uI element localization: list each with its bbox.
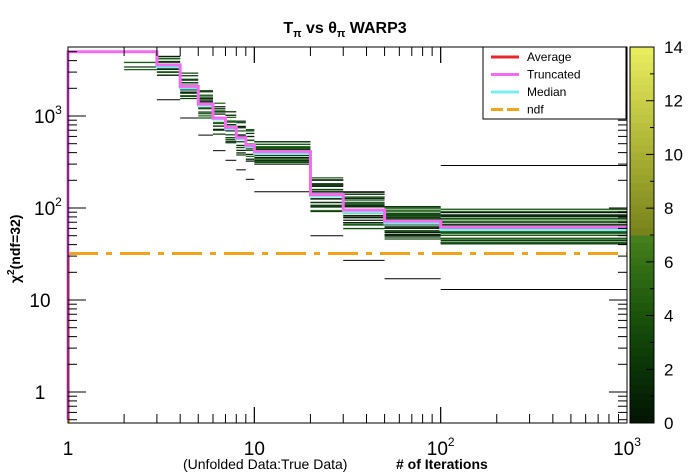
colorbar-cell — [630, 355, 654, 364]
colorbar-cell — [630, 167, 654, 176]
colorbar-cell — [630, 295, 654, 304]
colorbar-cell — [630, 332, 654, 341]
colorbar-cell — [630, 212, 654, 221]
legend-box — [482, 46, 627, 120]
colorbar-cell — [630, 265, 654, 274]
colorbar-cell — [630, 159, 654, 168]
colorbar-tick-label: 8 — [664, 199, 673, 218]
colorbar-cell — [630, 99, 654, 108]
colorbar-cell — [630, 257, 654, 266]
colorbar-cell — [630, 69, 654, 78]
colorbar-cell — [630, 347, 654, 356]
x-tick-label: 1 — [63, 439, 74, 460]
plot-frame — [67, 46, 628, 424]
y-tick-label: 102 — [34, 195, 62, 220]
colorbar-tick-label: 0 — [664, 414, 673, 433]
colorbar-cell — [630, 415, 654, 424]
colorbar-cell — [630, 114, 654, 123]
legend-label-ndf: ndf — [527, 103, 544, 117]
colorbar-cell — [630, 174, 654, 183]
x-tick-label: 103 — [613, 435, 641, 460]
colorbar-cell — [630, 385, 654, 394]
legend-label-median: Median — [527, 85, 566, 99]
x-axis-prefix: (Unfolded Data:True Data) — [183, 456, 347, 472]
colorbar-cell — [630, 137, 654, 146]
colorbar-tick-label: 14 — [664, 38, 683, 57]
colorbar-cell — [630, 272, 654, 281]
colorbar-cell — [630, 302, 654, 311]
colorbar-cell — [630, 144, 654, 153]
colorbar-cell — [630, 122, 654, 131]
y-tick-label: 103 — [34, 103, 62, 128]
colorbar-cell — [630, 362, 654, 371]
colorbar-cell — [630, 197, 654, 206]
x-tick-label: 102 — [427, 435, 455, 460]
colorbar-tick-label: 6 — [664, 253, 673, 272]
colorbar-cell — [630, 92, 654, 101]
x-tick-label: 10 — [244, 439, 265, 460]
y-tick-label: 1 — [35, 383, 46, 404]
colorbar-cell — [630, 310, 654, 319]
colorbar-cell — [630, 340, 654, 349]
colorbar-cell — [630, 182, 654, 191]
colorbar-tick-label: 10 — [664, 145, 683, 164]
colorbar-cell — [630, 317, 654, 326]
colorbar-tick-label: 12 — [664, 92, 683, 111]
colorbar-tick-label: 4 — [664, 307, 673, 326]
colorbar-cell — [630, 287, 654, 296]
colorbar-cell — [630, 84, 654, 93]
colorbar-cell — [630, 129, 654, 138]
colorbar-cell — [630, 47, 654, 56]
chart-title: Tπ vs θπ WARP3 — [283, 20, 406, 40]
x-axis-title: # of Iterations — [396, 456, 488, 472]
colorbar-cell — [630, 77, 654, 86]
legend-label-average: Average — [527, 50, 572, 64]
colorbar-cell — [630, 219, 654, 228]
colorbar-cell — [630, 62, 654, 71]
colorbar-cell — [630, 242, 654, 251]
colorbar-cell — [630, 400, 654, 409]
colorbar-cell — [630, 107, 654, 116]
colorbar-cell — [630, 152, 654, 161]
colorbar-cell — [630, 250, 654, 259]
colorbar-cell — [630, 235, 654, 244]
colorbar-cell — [630, 377, 654, 386]
colorbar-cell — [630, 392, 654, 401]
colorbar-cell — [630, 204, 654, 213]
colorbar-tick-label: 2 — [664, 360, 673, 379]
series-line-truncated — [66, 50, 627, 420]
legend-label-truncated: Truncated — [527, 68, 581, 82]
colorbar-cell — [630, 407, 654, 416]
colorbar-cell — [630, 280, 654, 289]
y-axis-title: χ2(ndf=32) — [6, 215, 23, 283]
colorbar-cell — [630, 227, 654, 236]
colorbar-cell — [630, 54, 654, 63]
y-tick-label: 10 — [29, 291, 50, 312]
colorbar-cell — [630, 325, 654, 334]
colorbar-cell — [630, 189, 654, 198]
colorbar-cell — [630, 370, 654, 379]
